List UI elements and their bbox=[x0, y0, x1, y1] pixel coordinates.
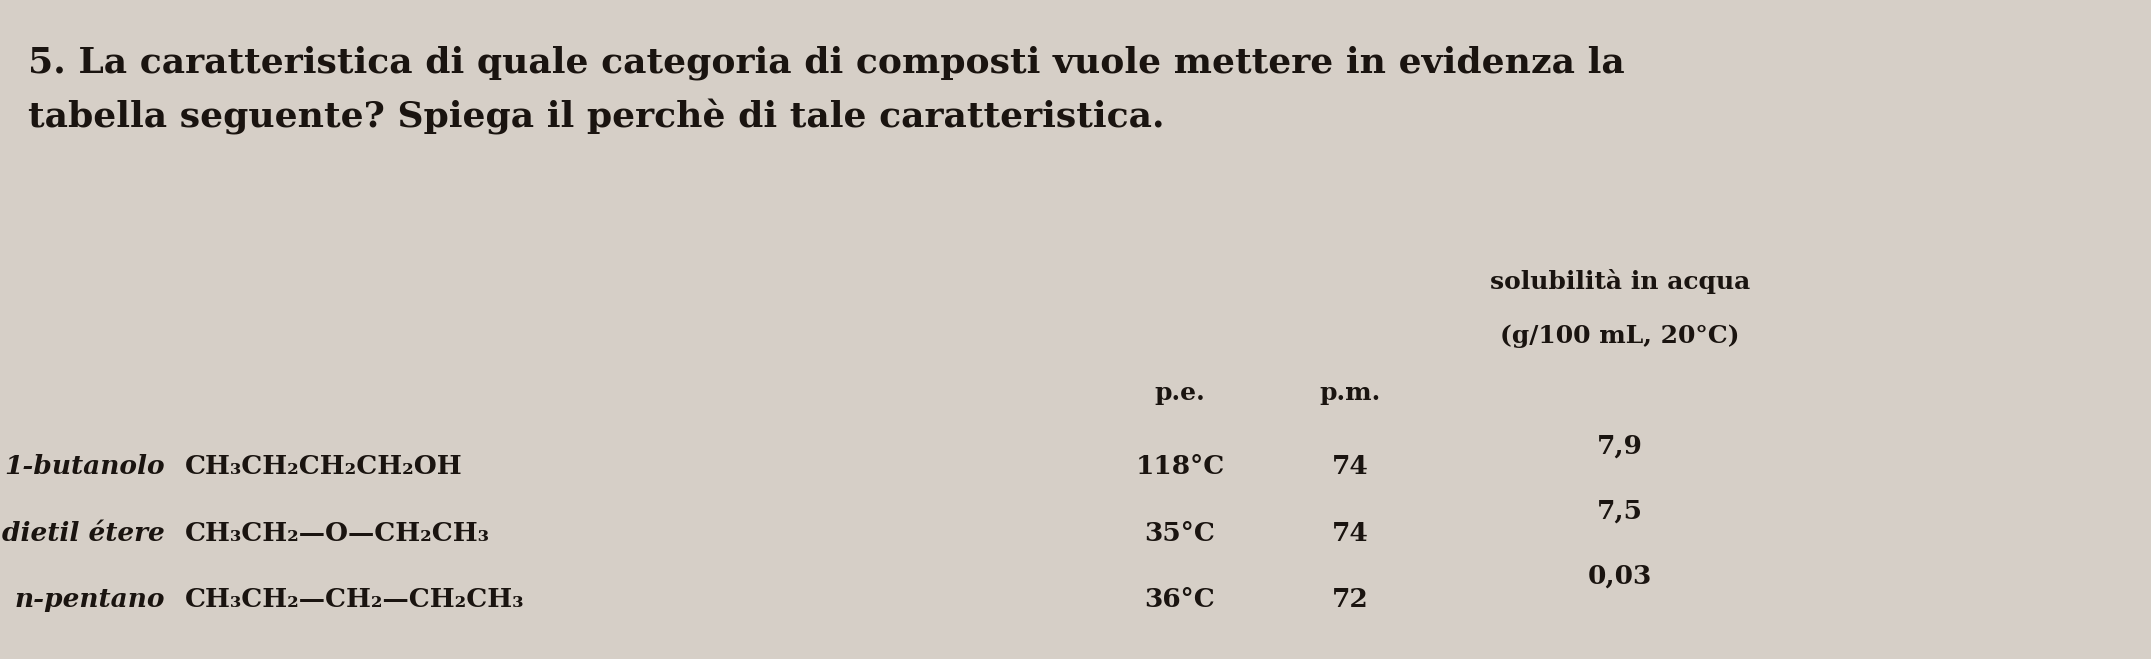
Text: 7,5: 7,5 bbox=[1596, 499, 1643, 524]
Text: p.e.: p.e. bbox=[1155, 381, 1205, 405]
Text: CH₃CH₂—CH₂—CH₂CH₃: CH₃CH₂—CH₂—CH₂CH₃ bbox=[185, 587, 525, 612]
Text: solubilità in acqua: solubilità in acqua bbox=[1491, 269, 1751, 294]
Text: tabella seguente? Spiega il perchè di tale caratteristica.: tabella seguente? Spiega il perchè di ta… bbox=[28, 99, 1164, 135]
Text: CH₃CH₂CH₂CH₂OH: CH₃CH₂CH₂CH₂OH bbox=[185, 454, 462, 479]
Text: 36°C: 36°C bbox=[1144, 587, 1215, 612]
Text: 72: 72 bbox=[1331, 587, 1368, 612]
Text: p.m.: p.m. bbox=[1319, 381, 1381, 405]
Text: n-pentano: n-pentano bbox=[15, 587, 166, 612]
Text: 74: 74 bbox=[1331, 454, 1368, 479]
Text: 35°C: 35°C bbox=[1144, 521, 1215, 546]
Text: dietil étere: dietil étere bbox=[2, 521, 166, 546]
Text: 0,03: 0,03 bbox=[1587, 564, 1652, 589]
Text: 74: 74 bbox=[1331, 521, 1368, 546]
Text: CH₃CH₂—O—CH₂CH₃: CH₃CH₂—O—CH₂CH₃ bbox=[185, 521, 490, 546]
Text: 5. La caratteristica di quale categoria di composti vuole mettere in evidenza la: 5. La caratteristica di quale categoria … bbox=[28, 45, 1624, 80]
Text: (g/100 mL, 20°C): (g/100 mL, 20°C) bbox=[1499, 324, 1740, 348]
Text: 118°C: 118°C bbox=[1136, 454, 1224, 479]
Text: 7,9: 7,9 bbox=[1596, 434, 1643, 459]
Text: 1-butanolo: 1-butanolo bbox=[4, 454, 166, 479]
